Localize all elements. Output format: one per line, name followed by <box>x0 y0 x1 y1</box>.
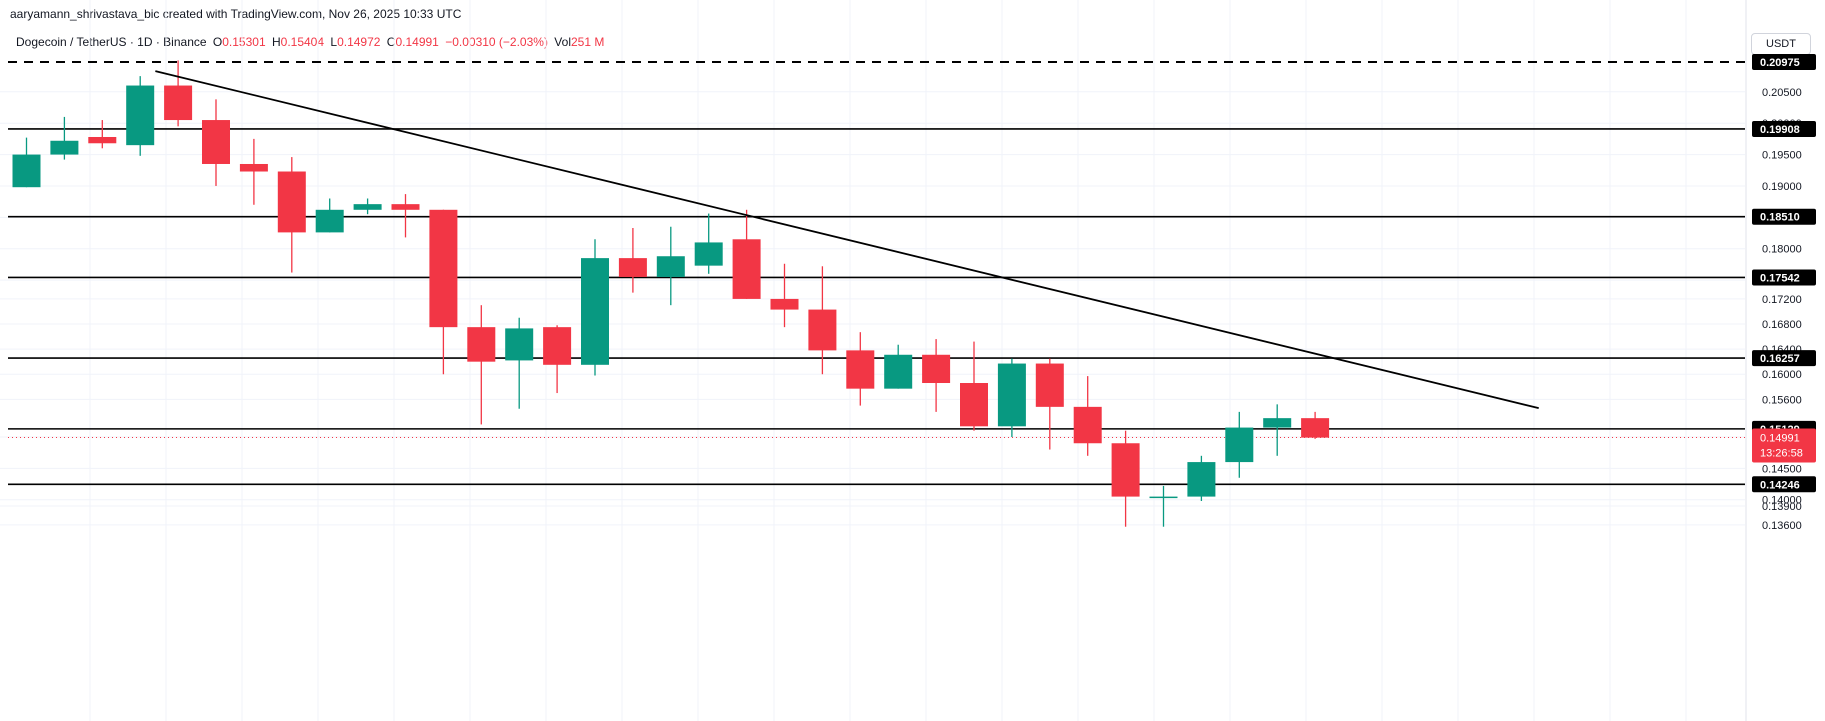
candle-body <box>884 354 913 389</box>
volume-value: 251 M <box>570 35 605 49</box>
y-tick-label: 0.17200 <box>1762 294 1802 306</box>
candle-body <box>164 85 193 121</box>
candle-body <box>467 327 496 362</box>
candle-body <box>1035 363 1064 407</box>
candle-body <box>656 256 685 277</box>
candles <box>12 60 1330 527</box>
candle-body <box>997 363 1026 427</box>
candle-body <box>88 136 117 144</box>
trendline <box>155 70 1539 409</box>
level-label: 0.16257 <box>1760 353 1800 365</box>
currency-button[interactable]: USDT <box>1751 33 1811 55</box>
candle-body <box>353 204 382 210</box>
candle-body <box>1149 496 1178 499</box>
candle-body <box>846 350 875 389</box>
candle-body <box>202 120 230 164</box>
volume-label: Vol <box>554 35 571 49</box>
candle-body <box>50 140 79 155</box>
candle-body <box>1301 418 1330 438</box>
y-tick-label: 0.16800 <box>1762 319 1802 331</box>
high-value: 0.15404 <box>280 35 325 49</box>
candle-body <box>505 328 534 361</box>
trendline-group <box>155 70 1539 409</box>
candle-body <box>239 163 268 172</box>
open-label: O <box>212 35 223 49</box>
level-label: 0.18510 <box>1760 212 1800 224</box>
close-label: C <box>386 35 396 49</box>
low-value: 0.14972 <box>337 35 381 49</box>
level-label-box <box>1752 476 1816 493</box>
candle-body <box>1111 443 1140 497</box>
candle-body <box>429 209 458 328</box>
level-label: 0.14246 <box>1760 479 1800 491</box>
level-label: 0.17542 <box>1760 272 1800 284</box>
level-label: 0.19908 <box>1760 124 1800 136</box>
candle-body <box>543 327 572 365</box>
high-label: H <box>271 35 281 49</box>
candle-body <box>12 154 41 188</box>
level-label-box <box>1752 208 1816 225</box>
candle-body <box>391 204 420 210</box>
level-label-box <box>1752 54 1816 70</box>
open-value: 0.15301 <box>222 35 266 49</box>
chart-attribution: aaryamann_shrivastava_bic created with T… <box>10 7 462 21</box>
level-label-box <box>1752 269 1816 286</box>
level-label-box <box>1752 120 1816 137</box>
current-price-label: 0.14991 <box>1760 433 1800 445</box>
y-tick-label: 0.15600 <box>1762 394 1802 406</box>
y-tick-label: 0.13900 <box>1762 501 1802 513</box>
y-tick-label: 0.19500 <box>1762 150 1802 162</box>
candle-body <box>808 309 837 351</box>
y-tick-label: 0.18000 <box>1762 244 1802 256</box>
candle-body <box>1187 462 1216 497</box>
candle-body <box>315 209 344 233</box>
candle-body <box>277 171 306 233</box>
price-labels: 0.209750.199080.185100.175420.162570.151… <box>1752 54 1816 493</box>
candle-body <box>694 242 723 266</box>
symbol-legend: Dogecoin / TetherUS · 1D · Binance O0.15… <box>16 35 604 49</box>
candle-body <box>618 258 647 277</box>
level-label: 0.20975 <box>1760 57 1800 69</box>
y-tick-label: 0.13600 <box>1762 520 1802 532</box>
close-value: 0.14991 <box>395 35 439 49</box>
low-label: L <box>330 35 338 49</box>
candle-body <box>1263 418 1292 428</box>
y-tick-label: 0.20500 <box>1762 87 1802 99</box>
candle-body <box>1073 406 1102 444</box>
candle-body <box>922 354 951 384</box>
symbol-name[interactable]: Dogecoin / TetherUS · 1D · Binance <box>16 35 207 49</box>
y-tick-label: 0.14500 <box>1762 463 1802 475</box>
candle-body <box>960 383 988 427</box>
change-value: −0.00310 (−2.03%) <box>445 35 548 49</box>
countdown-label: 13:26:58 <box>1760 448 1803 460</box>
candle-body <box>1225 427 1254 463</box>
level-label-box <box>1752 350 1816 367</box>
current-price-box <box>1752 428 1816 463</box>
grid-lines <box>0 0 1745 721</box>
y-tick-label: 0.19000 <box>1762 181 1802 193</box>
y-tick-label: 0.16000 <box>1762 369 1802 381</box>
horizontal-levels <box>8 61 1745 486</box>
candle-body <box>732 239 761 299</box>
candle-body <box>126 85 155 146</box>
candle-body <box>770 298 799 310</box>
candle-body <box>581 258 609 365</box>
y-tick-label: 0.14000 <box>1762 495 1802 507</box>
